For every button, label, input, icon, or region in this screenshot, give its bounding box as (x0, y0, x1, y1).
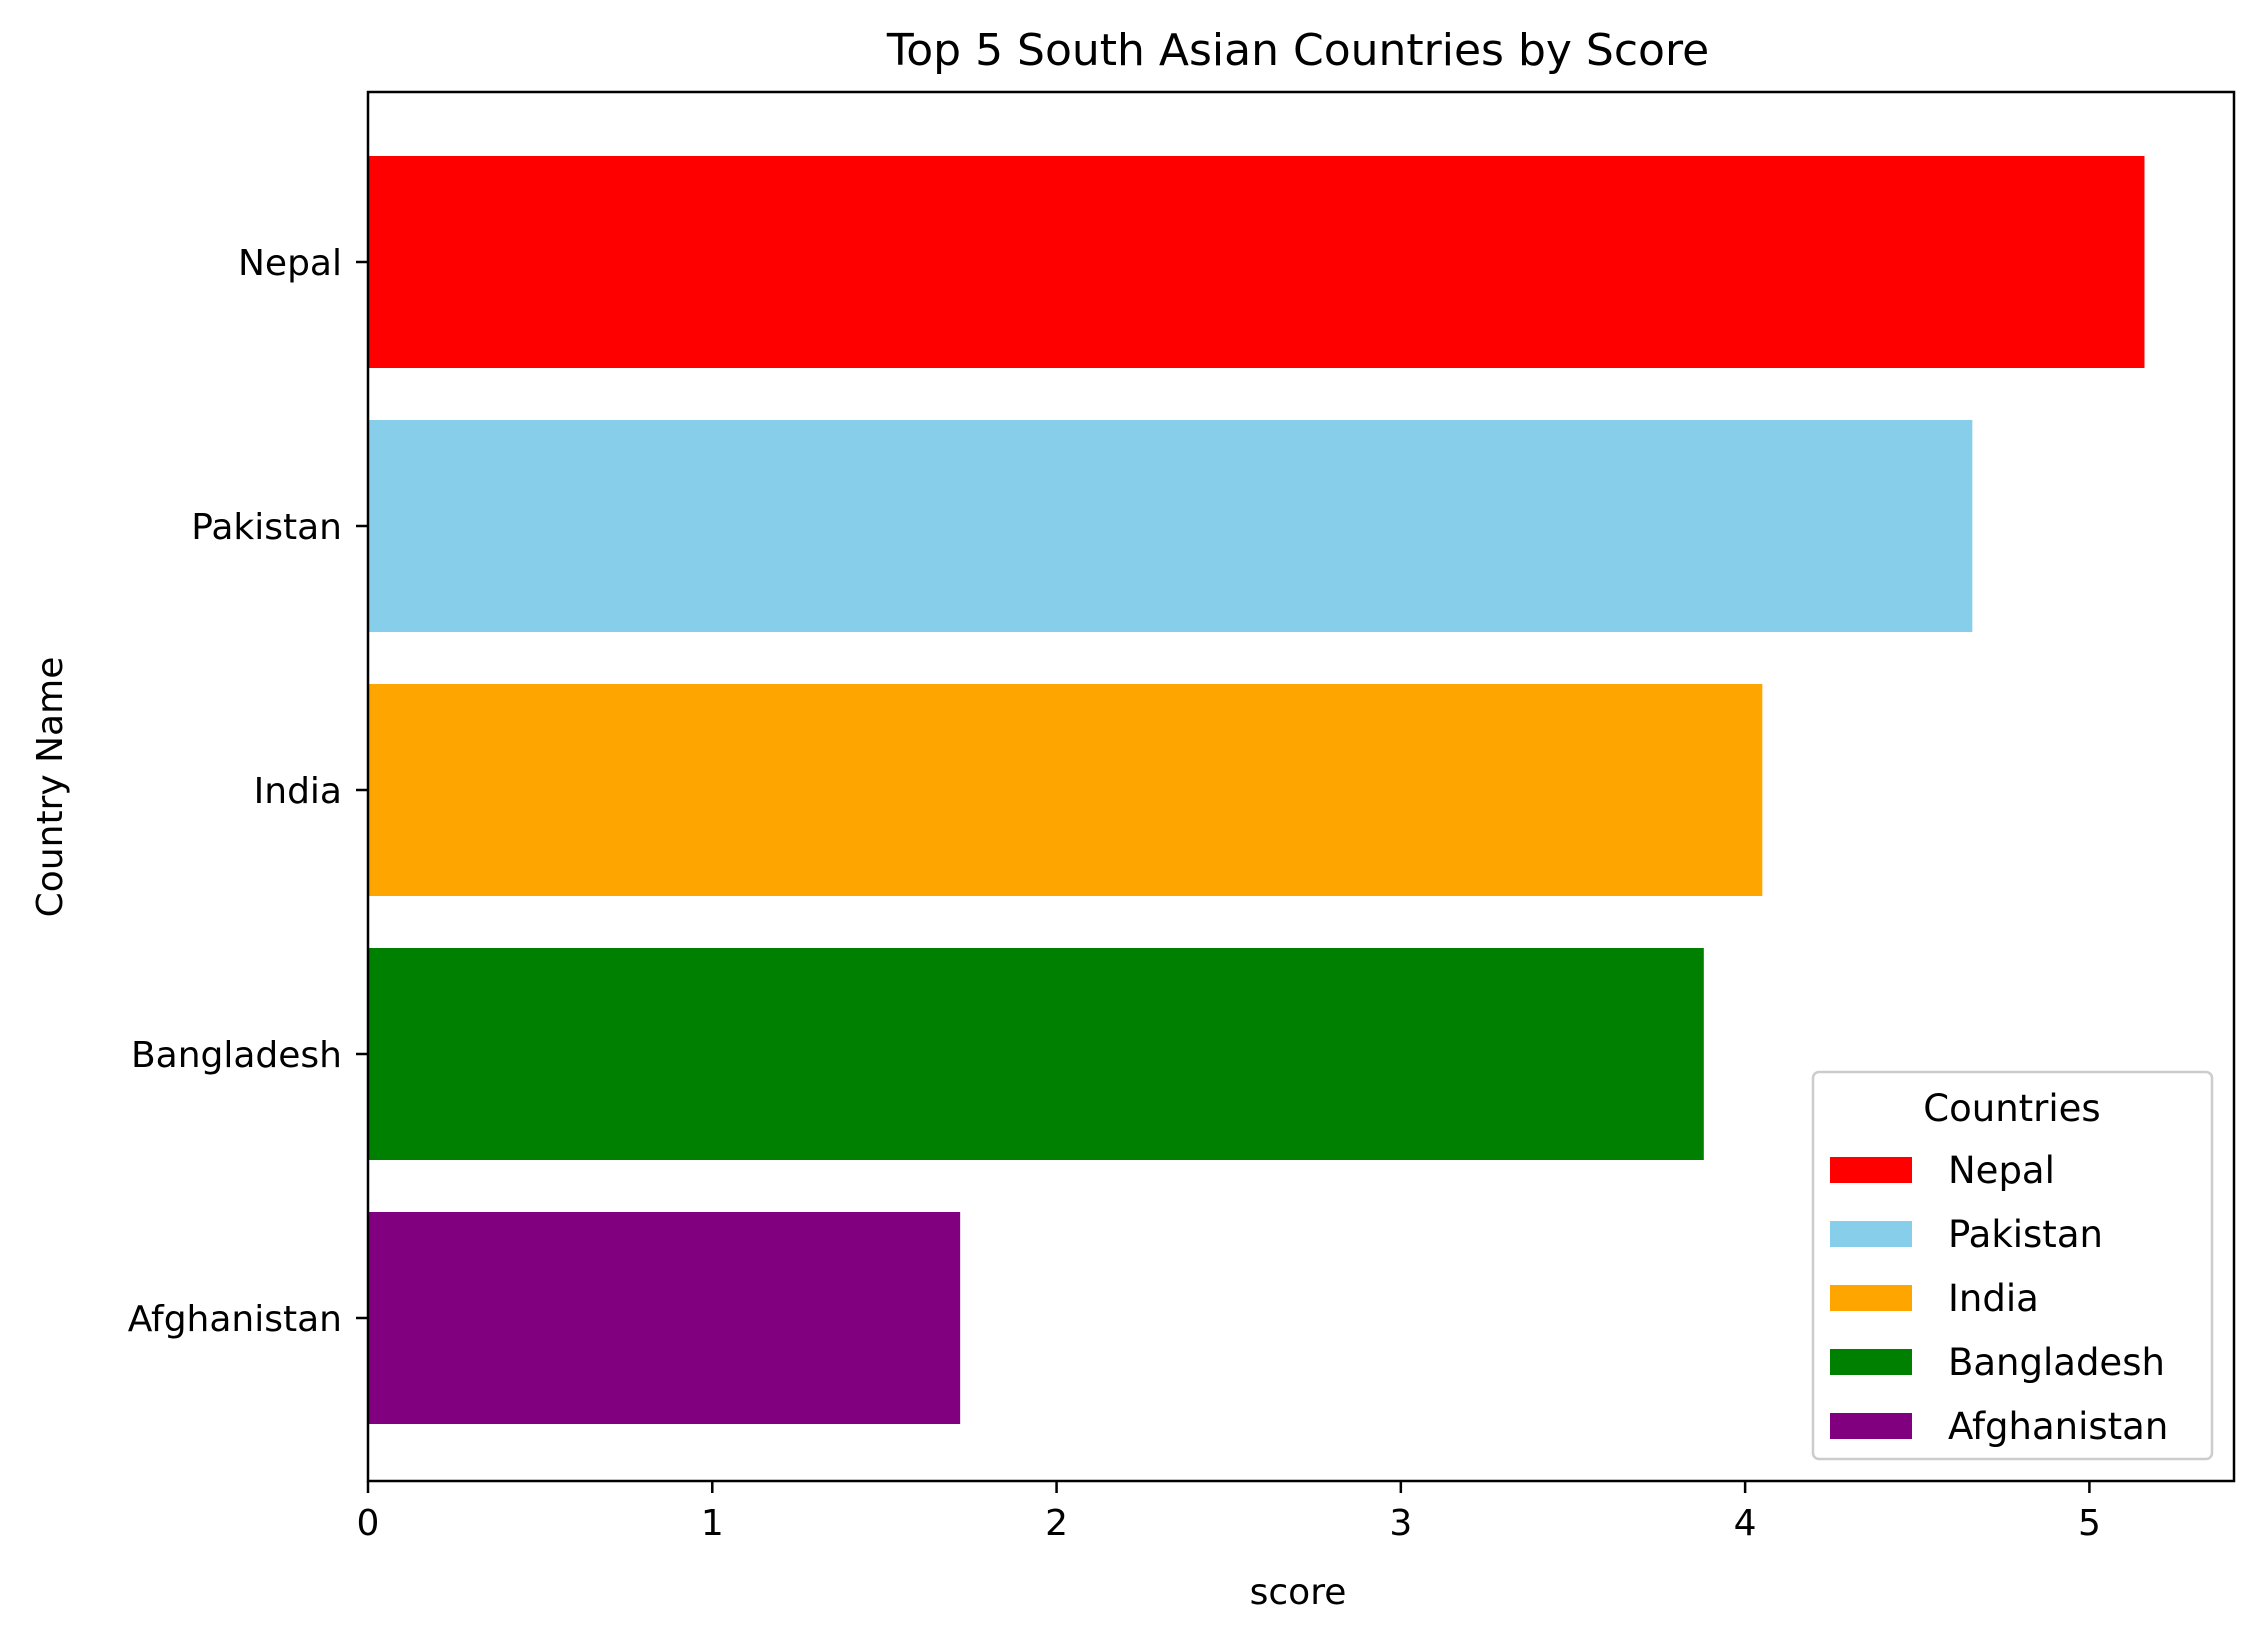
legend-label-afghanistan: Afghanistan (1948, 1405, 2168, 1448)
bar-pakistan (368, 420, 1973, 632)
x-tick-label: 2 (1045, 1503, 1068, 1544)
legend-swatch-pakistan (1830, 1221, 1912, 1247)
chart-title: Top 5 South Asian Countries by Score (886, 25, 1709, 76)
bar-nepal (368, 156, 2145, 368)
x-tick-label: 0 (357, 1503, 380, 1544)
x-axis-ticks: 0 1 2 3 4 5 (357, 1481, 2101, 1544)
bars-group (368, 156, 2145, 1424)
bar-bangladesh (368, 948, 1704, 1160)
legend-title: Countries (1923, 1087, 2100, 1130)
legend-label-india: India (1948, 1277, 2039, 1320)
x-tick-label: 5 (2078, 1503, 2101, 1544)
legend-swatch-afghanistan (1830, 1413, 1912, 1439)
y-axis-ticks: Nepal Pakistan India Bangladesh Afghanistan (128, 243, 368, 1340)
bar-india (368, 684, 1763, 896)
legend-label-bangladesh: Bangladesh (1948, 1341, 2165, 1384)
y-tick-label-nepal: Nepal (238, 243, 342, 284)
x-tick-label: 4 (1734, 1503, 1757, 1544)
y-tick-label-afghanistan: Afghanistan (128, 1299, 342, 1340)
bar-afghanistan (368, 1212, 961, 1424)
x-tick-label: 1 (701, 1503, 724, 1544)
y-tick-label-bangladesh: Bangladesh (131, 1035, 342, 1076)
legend-label-nepal: Nepal (1948, 1149, 2055, 1192)
plot-frame (366, 90, 2236, 1483)
x-tick-label: 3 (1389, 1503, 1412, 1544)
y-tick-label-pakistan: Pakistan (191, 507, 342, 548)
y-tick-label-india: India (254, 771, 342, 812)
legend-swatch-bangladesh (1830, 1349, 1912, 1375)
x-axis-label: score (1250, 1572, 1347, 1613)
legend-box (1811, 1070, 2214, 1461)
legend-swatch-india (1830, 1285, 1912, 1311)
legend: Countries Nepal Pakistan India Bangladesh Af… (1811, 1070, 2214, 1461)
legend-entries: Nepal Pakistan India Bangladesh Afghanistan (1830, 1149, 2168, 1448)
legend-swatch-nepal (1830, 1157, 1912, 1183)
legend-label-pakistan: Pakistan (1948, 1213, 2103, 1256)
y-axis-label: Country Name (30, 657, 71, 918)
